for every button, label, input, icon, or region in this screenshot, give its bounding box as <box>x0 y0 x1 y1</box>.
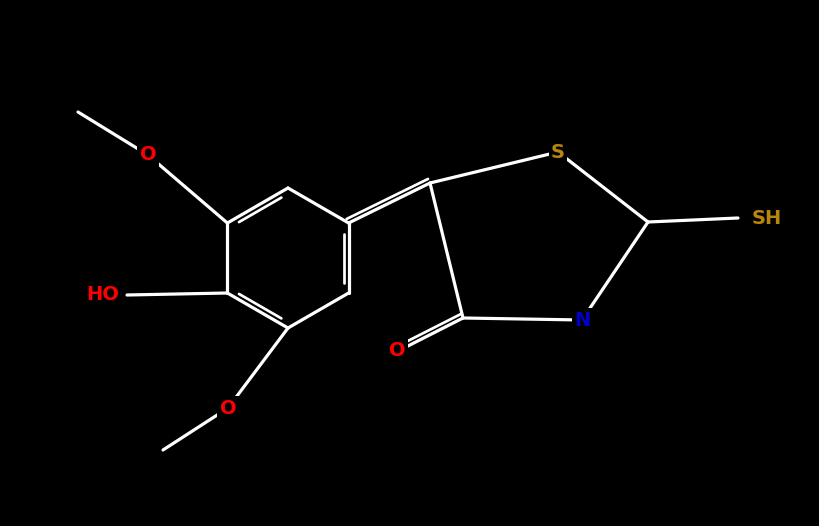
Text: HO: HO <box>86 286 119 305</box>
Text: N: N <box>574 310 590 329</box>
Text: O: O <box>219 399 237 418</box>
Text: O: O <box>140 146 156 165</box>
Text: O: O <box>389 340 405 359</box>
Text: SH: SH <box>752 208 782 228</box>
Text: S: S <box>551 143 565 161</box>
